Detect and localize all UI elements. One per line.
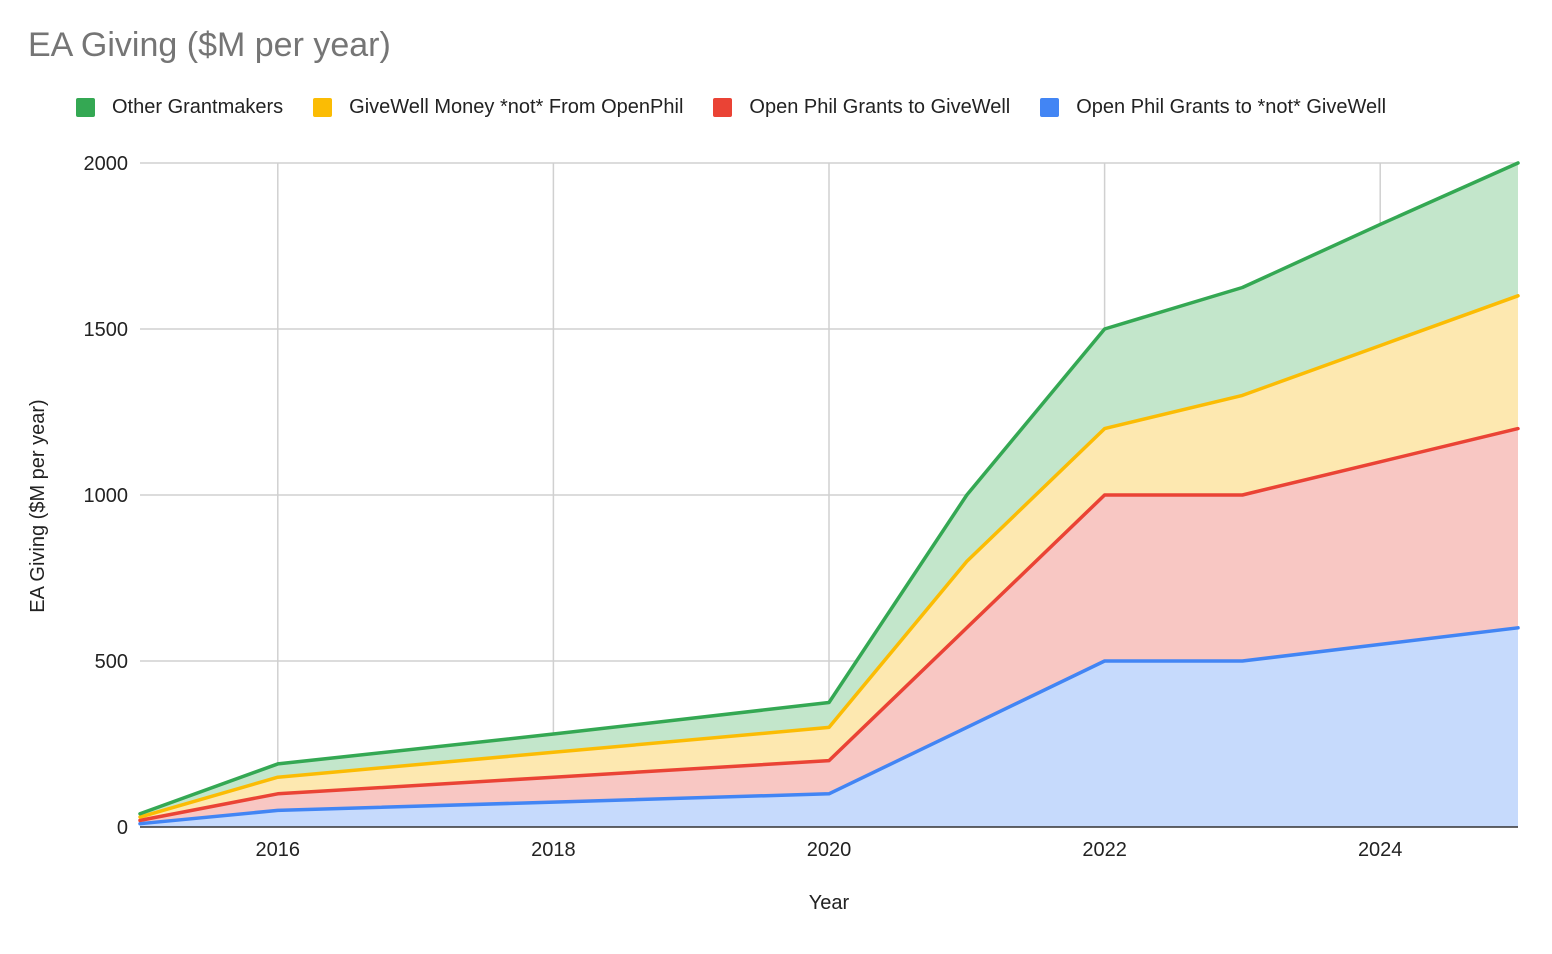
x-tick-label: 2024 [1358, 839, 1403, 861]
legend-item-openphil-to-givewell[interactable]: Open Phil Grants to GiveWell [713, 96, 1010, 119]
legend-item-openphil-not-givewell[interactable]: Open Phil Grants to *not* GiveWell [1040, 96, 1386, 119]
x-axis-title: Year [809, 892, 850, 914]
legend-swatch [713, 98, 733, 117]
area-fill [140, 428, 1518, 824]
x-tick-label: 2016 [256, 839, 301, 861]
x-tick-label: 2022 [1082, 839, 1127, 861]
area-fill [140, 295, 1518, 821]
legend-label: Other Grantmakers [112, 96, 284, 118]
legend: Other Grantmakers GiveWell Money *not* F… [76, 96, 1416, 119]
y-tick-label: 0 [117, 817, 128, 839]
x-tick-label: 2018 [531, 839, 576, 861]
legend-swatch [76, 98, 95, 117]
y-tick-label: 2000 [84, 153, 129, 175]
legend-item-givewell-not-openphil[interactable]: GiveWell Money *not* From OpenPhil [313, 96, 683, 119]
legend-swatch [313, 98, 333, 117]
legend-swatch [1040, 98, 1060, 117]
legend-item-other-grantmakers[interactable]: Other Grantmakers [76, 96, 283, 119]
legend-label: Open Phil Grants to GiveWell [749, 96, 1011, 118]
series-line [138, 626, 1520, 826]
tick-labels: 0 500 1000 1500 2000 2016 2018 2020 2022 2024 [84, 153, 1403, 861]
area-fill [140, 163, 1518, 818]
legend-label: Open Phil Grants to *not* GiveWell [1076, 96, 1387, 118]
area-fills [140, 163, 1518, 827]
series-line [138, 426, 1520, 823]
series-line [138, 161, 1520, 816]
y-tick-label: 1500 [84, 319, 129, 341]
chart-title: EA Giving ($M per year) [28, 26, 391, 64]
y-tick-label: 1000 [84, 485, 129, 507]
y-axis-title: EA Giving ($M per year) [27, 399, 49, 612]
series-lines [138, 161, 1520, 826]
area-fill [140, 627, 1518, 827]
series-line [138, 294, 1520, 819]
y-tick-label: 500 [95, 651, 128, 673]
x-tick-label: 2020 [807, 839, 852, 861]
legend-label: GiveWell Money *not* From OpenPhil [349, 96, 684, 118]
